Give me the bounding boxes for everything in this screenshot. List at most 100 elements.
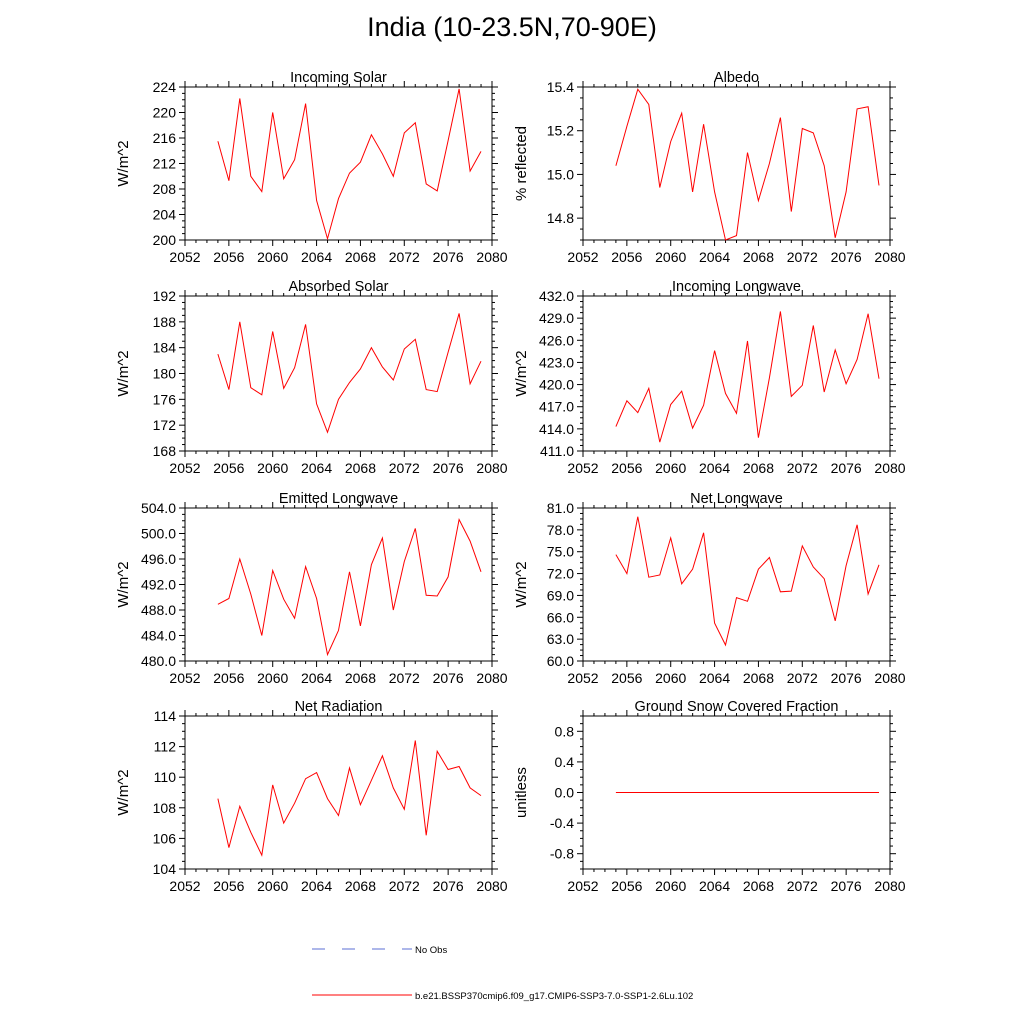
y-axis-label: W/m^2	[115, 769, 132, 815]
y-tick-label: 188	[153, 314, 177, 330]
chart-panel-5: Emitted Longwave 2052 2056 2060 2064 2068 2072…	[115, 491, 508, 686]
x-tick-label: 2060	[655, 878, 686, 894]
y-tick-label: 69.0	[547, 587, 574, 603]
x-tick-label: 2064	[301, 670, 332, 686]
x-tick-label: 2060	[257, 670, 288, 686]
y-tick-label: 208	[153, 181, 177, 197]
x-tick-label: 2064	[699, 670, 730, 686]
y-tick-label: 14.8	[547, 210, 574, 226]
figure-title: India (10-23.5N,70-90E)	[367, 12, 657, 42]
y-tick-label: 15.0	[547, 166, 574, 182]
x-tick-label: 2052	[169, 670, 200, 686]
y-tick-label: 426.0	[539, 332, 574, 348]
x-tick-label: 2080	[874, 670, 905, 686]
x-tick-label: 2068	[743, 878, 774, 894]
x-tick-label: 2072	[389, 460, 420, 476]
y-tick-label: 0.4	[555, 754, 575, 770]
y-tick-label: 60.0	[547, 653, 574, 669]
y-tick-label: 15.4	[547, 79, 574, 95]
x-tick-label: 2056	[213, 460, 244, 476]
chart-panel-3: Absorbed Solar 2052 2056 2060 2064 2068 2072 20…	[115, 279, 508, 476]
x-tick-label: 2060	[655, 249, 686, 265]
x-tick-label: 2072	[787, 460, 818, 476]
y-tick-label: 0.0	[555, 785, 575, 801]
x-tick-label: 2080	[476, 878, 507, 894]
x-tick-label: 2068	[345, 249, 376, 265]
y-tick-label: 496.0	[141, 551, 176, 567]
x-tick-label: 2060	[655, 670, 686, 686]
panel-title: Absorbed Solar	[289, 279, 389, 295]
x-tick-label: 2060	[257, 460, 288, 476]
y-tick-label: 488.0	[141, 602, 176, 618]
x-tick-label: 2052	[169, 249, 200, 265]
x-tick-label: 2076	[831, 249, 862, 265]
y-tick-label: 504.0	[141, 500, 176, 516]
y-tick-label: 172	[153, 417, 177, 433]
y-tick-label: 417.0	[539, 399, 574, 415]
y-tick-label: 0.8	[555, 723, 575, 739]
panel-title: Net Radiation	[295, 699, 383, 715]
x-tick-label: 2056	[213, 670, 244, 686]
plot-frame	[582, 507, 891, 662]
y-tick-label: 106	[153, 830, 177, 846]
series-line	[615, 88, 880, 241]
y-axis-label: W/m^2	[115, 561, 132, 607]
y-tick-label: 220	[153, 105, 177, 121]
x-tick-label: 2064	[699, 878, 730, 894]
x-tick-label: 2052	[169, 878, 200, 894]
x-tick-label: 2080	[874, 878, 905, 894]
series-line	[615, 311, 880, 443]
y-tick-label: 420.0	[539, 377, 574, 393]
x-tick-label: 2076	[831, 878, 862, 894]
x-tick-label: 2076	[433, 670, 464, 686]
y-tick-label: 63.0	[547, 631, 574, 647]
x-tick-label: 2060	[655, 460, 686, 476]
chart-panel-7: Net Radiation 2052 2056 2060 2064 2068 2072 207…	[115, 699, 508, 894]
x-tick-label: 2080	[874, 249, 905, 265]
y-axis-label: W/m^2	[115, 140, 132, 186]
y-tick-label: 216	[153, 130, 177, 146]
panel-title: Incoming Longwave	[672, 279, 801, 295]
series-line	[217, 740, 482, 857]
y-tick-label: 484.0	[141, 628, 176, 644]
y-tick-label: 66.0	[547, 609, 574, 625]
x-tick-label: 2076	[831, 670, 862, 686]
x-tick-label: 2072	[389, 249, 420, 265]
legend-label-no-obs: No Obs	[415, 945, 447, 956]
y-tick-label: -0.8	[550, 846, 574, 862]
legend-label-model: b.e21.BSSP370cmip6.f09_g17.CMIP6-SSP3-7.…	[415, 991, 693, 1002]
x-tick-label: 2052	[567, 249, 598, 265]
y-tick-label: 429.0	[539, 310, 574, 326]
series-line	[615, 516, 880, 647]
chart-panel-1: Incoming Solar 2052 2056 2060 2064 2068 2072 20…	[115, 70, 508, 265]
chart-panel-2: Albedo 2052 2056 2060 2064 2068 2072 2076 2080 14…	[513, 70, 906, 265]
y-axis-label: % reflected	[513, 126, 530, 201]
x-tick-label: 2068	[345, 878, 376, 894]
x-tick-label: 2080	[476, 249, 507, 265]
x-tick-label: 2052	[169, 460, 200, 476]
y-tick-label: 75.0	[547, 544, 574, 560]
y-tick-label: 112	[154, 739, 177, 755]
x-tick-label: 2064	[699, 460, 730, 476]
y-tick-label: 108	[153, 800, 177, 816]
x-tick-label: 2080	[874, 460, 905, 476]
y-tick-label: 72.0	[547, 566, 574, 582]
panel-title: Incoming Solar	[290, 70, 387, 86]
chart-panel-6: Net Longwave 2052 2056 2060 2064 2068 2072 2076…	[513, 491, 906, 686]
x-tick-label: 2060	[257, 249, 288, 265]
x-tick-label: 2072	[787, 670, 818, 686]
x-tick-label: 2052	[567, 670, 598, 686]
x-tick-label: 2080	[476, 460, 507, 476]
y-tick-label: 81.0	[547, 500, 574, 516]
x-tick-label: 2064	[699, 249, 730, 265]
y-tick-label: 192	[153, 288, 177, 304]
y-tick-label: 180	[153, 366, 177, 382]
y-axis-label: W/m^2	[513, 350, 530, 396]
series-line	[217, 88, 482, 241]
y-tick-label: 500.0	[141, 526, 176, 542]
x-tick-label: 2056	[611, 878, 642, 894]
chart-panel-8: Ground Snow Covered Fraction 2052 2056 2060…	[513, 699, 906, 894]
x-tick-label: 2076	[433, 878, 464, 894]
y-tick-label: 104	[153, 861, 177, 877]
x-tick-label: 2060	[257, 878, 288, 894]
